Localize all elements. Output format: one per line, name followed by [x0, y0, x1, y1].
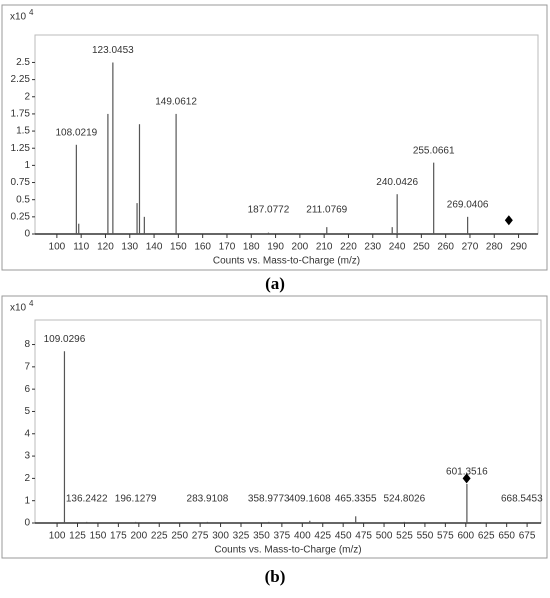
panel-frame — [1, 295, 548, 559]
peak-label: 269.0406 — [447, 199, 489, 210]
peak-label: 136.2422 — [66, 494, 108, 505]
peak-label: 409.1608 — [289, 494, 331, 505]
peak-label: 108.0219 — [56, 127, 98, 138]
precursor-marker — [504, 215, 513, 226]
x-tick-label: 175 — [110, 531, 127, 542]
peak-label: 601.3516 — [446, 467, 488, 478]
x-tick-label: 550 — [417, 531, 434, 542]
x-tick-label: 270 — [462, 242, 479, 253]
x-tick-label: 575 — [437, 531, 454, 542]
peak-label: 255.0661 — [413, 145, 455, 156]
x-tick-label: 200 — [292, 242, 309, 253]
y-multiplier: x10 — [10, 303, 27, 314]
peak-label: 196.1279 — [115, 494, 157, 505]
x-tick-label: 290 — [510, 242, 527, 253]
y-tick-label: 2 — [24, 473, 30, 484]
x-tick-label: 275 — [192, 531, 209, 542]
y-tick-label: 2.25 — [11, 74, 31, 85]
y-tick-label: 6 — [24, 384, 30, 395]
y-tick-label: 1.5 — [16, 126, 30, 137]
caption: (b) — [265, 567, 286, 586]
y-tick-label: 0.25 — [11, 211, 31, 222]
y-tick-label: 2.5 — [16, 57, 30, 68]
y-exponent: 4 — [29, 299, 34, 308]
caption: (a) — [265, 274, 285, 293]
peak-label: 524.8026 — [383, 494, 425, 505]
x-tick-label: 170 — [219, 242, 236, 253]
x-tick-label: 475 — [355, 531, 372, 542]
x-tick-label: 450 — [335, 531, 352, 542]
x-tick-label: 400 — [294, 531, 311, 542]
peak-label: 283.9108 — [187, 494, 229, 505]
y-tick-label: 4 — [24, 428, 30, 439]
x-tick-label: 260 — [437, 242, 454, 253]
y-tick-label: 0.75 — [11, 177, 31, 188]
x-tick-label: 375 — [274, 531, 291, 542]
x-tick-label: 110 — [73, 242, 89, 253]
precursor-marker — [462, 473, 471, 484]
x-tick-label: 250 — [171, 531, 188, 542]
y-tick-label: 2 — [24, 91, 30, 102]
x-tick-label: 230 — [364, 242, 381, 253]
x-tick-label: 125 — [69, 531, 86, 542]
peak-label: 109.0296 — [44, 334, 86, 345]
x-tick-label: 650 — [498, 531, 515, 542]
panel-frame — [1, 4, 548, 271]
peak-label: 465.3355 — [335, 494, 377, 505]
y-tick-label: 8 — [24, 339, 30, 350]
x-tick-label: 200 — [130, 531, 147, 542]
x-tick-label: 300 — [212, 531, 229, 542]
peak-label: 187.0772 — [248, 205, 290, 216]
y-tick-label: 5 — [24, 406, 30, 417]
x-tick-label: 150 — [170, 242, 187, 253]
peak-label: 211.0769 — [306, 205, 347, 216]
peak-label: 123.0453 — [92, 45, 134, 56]
y-multiplier: x10 — [10, 12, 27, 23]
x-tick-label: 600 — [457, 531, 474, 542]
y-tick-label: 1.25 — [11, 143, 31, 154]
x-tick-label: 240 — [389, 242, 406, 253]
y-tick-label: 1.75 — [11, 109, 31, 120]
y-tick-label: 1 — [24, 495, 30, 506]
x-tick-label: 210 — [316, 242, 333, 253]
y-tick-label: 1 — [24, 160, 30, 171]
x-tick-label: 100 — [49, 531, 66, 542]
y-exponent: 4 — [29, 8, 34, 17]
x-tick-label: 120 — [97, 242, 114, 253]
x-tick-label: 180 — [243, 242, 260, 253]
y-tick-label: 0 — [24, 229, 30, 240]
y-tick-label: 7 — [24, 361, 30, 372]
x-tick-label: 625 — [478, 531, 495, 542]
peak-label: 668.5453 — [501, 494, 543, 505]
x-tick-label: 500 — [376, 531, 393, 542]
peak-label: 240.0426 — [376, 177, 418, 188]
x-tick-label: 250 — [413, 242, 430, 253]
x-tick-label: 280 — [486, 242, 503, 253]
x-tick-label: 350 — [253, 531, 270, 542]
x-tick-label: 220 — [340, 242, 357, 253]
plot-area — [34, 319, 542, 524]
x-tick-label: 525 — [396, 531, 413, 542]
x-tick-label: 160 — [194, 242, 211, 253]
x-tick-label: 675 — [519, 531, 536, 542]
y-tick-label: 0.5 — [16, 194, 30, 205]
x-tick-label: 325 — [233, 531, 250, 542]
plot-area — [34, 34, 539, 235]
peak-label: 149.0612 — [155, 97, 197, 108]
x-tick-label: 190 — [267, 242, 284, 253]
y-tick-label: 0 — [24, 518, 30, 529]
x-tick-label: 130 — [121, 242, 138, 253]
x-tick-label: 140 — [146, 242, 163, 253]
x-tick-label: 150 — [90, 531, 107, 542]
x-tick-label: 225 — [151, 531, 168, 542]
x-axis-title: Counts vs. Mass-to-Charge (m/z) — [213, 256, 360, 267]
x-tick-label: 100 — [49, 242, 66, 253]
x-tick-label: 425 — [314, 531, 331, 542]
y-tick-label: 3 — [24, 451, 30, 462]
x-axis-title: Counts vs. Mass-to-Charge (m/z) — [214, 545, 361, 556]
peak-label: 358.9773 — [248, 494, 290, 505]
